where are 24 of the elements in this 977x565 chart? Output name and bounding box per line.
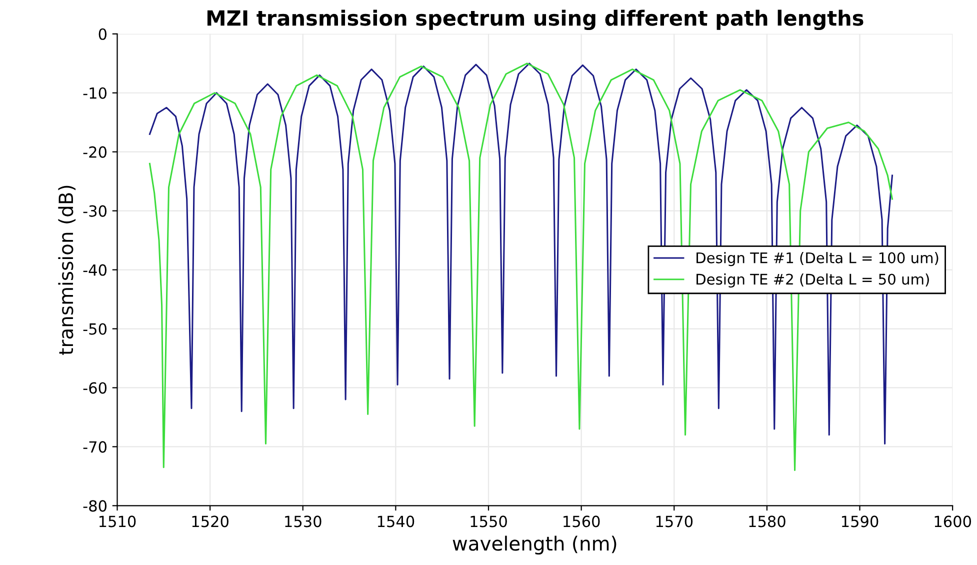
legend-label: Design TE #1 (Delta L = 100 um) (696, 252, 938, 266)
legend-label: Design TE #2 (Delta L = 50 um) (696, 273, 929, 288)
y-tick-label: -60 (83, 382, 107, 394)
y-tick-label: -40 (83, 264, 107, 276)
y-tick-label: -30 (83, 205, 107, 217)
chart-title: MZI transmission spectrum using different path lengths (207, 10, 864, 30)
y-tick-label: -20 (83, 146, 107, 158)
x-tick-label: 1580 (749, 516, 786, 528)
x-tick-label: 1570 (656, 516, 693, 528)
x-tick-label: 1590 (842, 516, 878, 528)
x-tick-label: 1550 (470, 516, 507, 528)
x-tick-label: 1540 (378, 516, 414, 528)
y-tick-label: -50 (83, 323, 107, 335)
x-tick-label: 1530 (285, 516, 322, 528)
y-tick-label: -80 (83, 500, 107, 512)
x-tick-label: 1510 (99, 516, 136, 528)
x-tick-label: 1600 (934, 516, 971, 528)
x-tick-label: 1560 (564, 516, 600, 528)
x-axis-title: wavelength (nm) (452, 536, 616, 555)
x-tick-label: 1520 (192, 516, 228, 528)
y-tick-label: 0 (98, 28, 107, 40)
y-tick-label: -10 (83, 87, 107, 99)
y-axis-title: transmission (dB) (58, 186, 76, 355)
y-tick-label: -70 (83, 441, 107, 453)
